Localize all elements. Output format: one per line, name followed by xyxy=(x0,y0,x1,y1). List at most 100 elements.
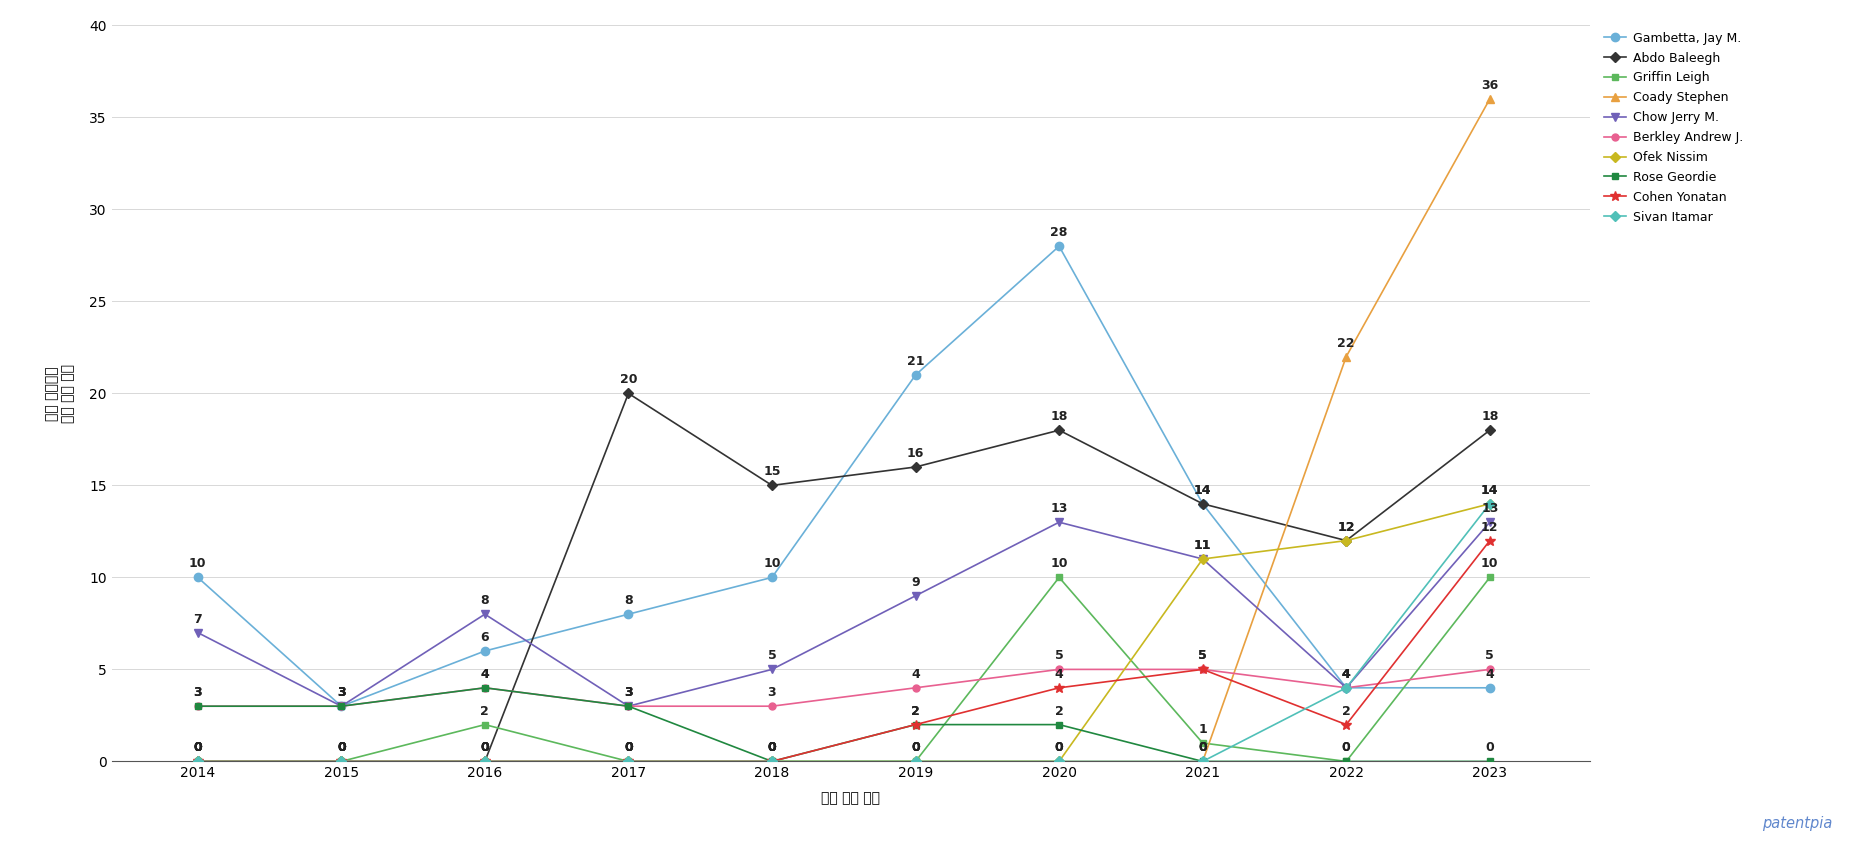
Text: 6: 6 xyxy=(480,631,489,644)
Ofek Nissim xyxy=(618,756,640,766)
Cohen Yonatan xyxy=(1479,536,1501,546)
Coady Stephen xyxy=(904,756,926,766)
Griffin Leigh xyxy=(329,756,352,766)
Text: 2: 2 xyxy=(1341,705,1350,717)
Text: 3: 3 xyxy=(337,686,346,700)
Griffin Leigh xyxy=(1479,573,1501,583)
Text: 12: 12 xyxy=(1337,520,1354,534)
Text: 13: 13 xyxy=(1481,503,1499,515)
Text: 3: 3 xyxy=(625,686,632,700)
Text: 0: 0 xyxy=(625,741,632,755)
Text: 3: 3 xyxy=(193,686,203,700)
Abdo Baleegh xyxy=(1335,536,1358,546)
Text: 0: 0 xyxy=(1055,741,1064,755)
Berkley Andrew J. xyxy=(618,701,640,711)
Ofek Nissim xyxy=(1335,536,1358,546)
Text: 0: 0 xyxy=(768,741,776,755)
Abdo Baleegh xyxy=(761,481,783,491)
Text: 0: 0 xyxy=(193,741,203,755)
Cohen Yonatan xyxy=(329,756,352,766)
Chow Jerry M. xyxy=(329,701,352,711)
Text: 4: 4 xyxy=(1341,667,1350,681)
Text: 3: 3 xyxy=(337,686,346,700)
Chow Jerry M. xyxy=(1479,517,1501,527)
Cohen Yonatan xyxy=(186,756,208,766)
Text: 7: 7 xyxy=(193,613,203,626)
Sivan Itamar xyxy=(904,756,926,766)
Text: 0: 0 xyxy=(337,741,346,755)
Sivan Itamar xyxy=(761,756,783,766)
Text: 0: 0 xyxy=(625,741,632,755)
Cohen Yonatan xyxy=(1335,719,1358,729)
Rose Geordie xyxy=(1479,756,1501,766)
Sivan Itamar xyxy=(329,756,352,766)
Coady Stephen xyxy=(618,756,640,766)
Coady Stephen xyxy=(1479,94,1501,104)
Text: 0: 0 xyxy=(1055,741,1064,755)
Text: 3: 3 xyxy=(337,686,346,700)
Griffin Leigh xyxy=(761,756,783,766)
Text: 12: 12 xyxy=(1481,520,1499,534)
Berkley Andrew J. xyxy=(761,701,783,711)
Text: 0: 0 xyxy=(337,741,346,755)
Text: 0: 0 xyxy=(337,741,346,755)
Text: 0: 0 xyxy=(480,741,489,755)
Text: 0: 0 xyxy=(193,741,203,755)
Abdo Baleegh xyxy=(904,462,926,472)
Rose Geordie xyxy=(1192,756,1215,766)
Sivan Itamar xyxy=(474,756,497,766)
Text: 5: 5 xyxy=(1486,650,1494,662)
Text: 3: 3 xyxy=(625,686,632,700)
Text: 3: 3 xyxy=(337,686,346,700)
Text: 0: 0 xyxy=(768,741,776,755)
Text: 0: 0 xyxy=(625,741,632,755)
Text: 9: 9 xyxy=(911,576,921,589)
Ofek Nissim xyxy=(186,756,208,766)
Text: 2: 2 xyxy=(1055,705,1064,717)
Text: 13: 13 xyxy=(1051,503,1068,515)
Text: 0: 0 xyxy=(911,741,921,755)
Text: 12: 12 xyxy=(1337,520,1354,534)
Berkley Andrew J. xyxy=(1192,664,1215,674)
Rose Geordie xyxy=(904,719,926,729)
Text: 5: 5 xyxy=(1198,650,1207,662)
Text: 0: 0 xyxy=(480,741,489,755)
Text: 8: 8 xyxy=(480,594,489,607)
Y-axis label: 특허 의국개량
특허 발명 건수: 특허 의국개량 특허 발명 건수 xyxy=(45,364,74,423)
Gambetta, Jay M. xyxy=(1479,683,1501,693)
Sivan Itamar xyxy=(1335,683,1358,693)
Text: 0: 0 xyxy=(911,741,921,755)
Text: 4: 4 xyxy=(1341,667,1350,681)
Text: 0: 0 xyxy=(1486,741,1494,755)
Text: 5: 5 xyxy=(1198,650,1207,662)
Ofek Nissim xyxy=(1192,554,1215,564)
Text: 36: 36 xyxy=(1481,79,1499,92)
Text: 10: 10 xyxy=(763,558,781,570)
Line: Rose Geordie: Rose Geordie xyxy=(193,684,1494,765)
Text: 0: 0 xyxy=(193,741,203,755)
Rose Geordie xyxy=(329,701,352,711)
Text: 1: 1 xyxy=(1198,723,1207,736)
Chow Jerry M. xyxy=(1335,683,1358,693)
Text: 5: 5 xyxy=(1055,650,1064,662)
Text: 10: 10 xyxy=(1481,558,1499,570)
Coady Stephen xyxy=(474,756,497,766)
Abdo Baleegh xyxy=(618,388,640,398)
Text: 3: 3 xyxy=(768,686,776,700)
Text: 0: 0 xyxy=(337,741,346,755)
Berkley Andrew J. xyxy=(474,683,497,693)
Line: Griffin Leigh: Griffin Leigh xyxy=(193,574,1494,765)
Sivan Itamar xyxy=(1479,498,1501,508)
Chow Jerry M. xyxy=(1192,554,1215,564)
Rose Geordie xyxy=(1335,756,1358,766)
Text: 4: 4 xyxy=(1486,667,1494,681)
Text: 0: 0 xyxy=(768,741,776,755)
Coady Stephen xyxy=(1335,352,1358,362)
Text: 0: 0 xyxy=(337,741,346,755)
Text: 4: 4 xyxy=(1341,667,1350,681)
Text: 0: 0 xyxy=(768,741,776,755)
Line: Cohen Yonatan: Cohen Yonatan xyxy=(193,536,1495,766)
Abdo Baleegh xyxy=(329,756,352,766)
Text: 10: 10 xyxy=(1051,558,1068,570)
Text: 0: 0 xyxy=(625,741,632,755)
